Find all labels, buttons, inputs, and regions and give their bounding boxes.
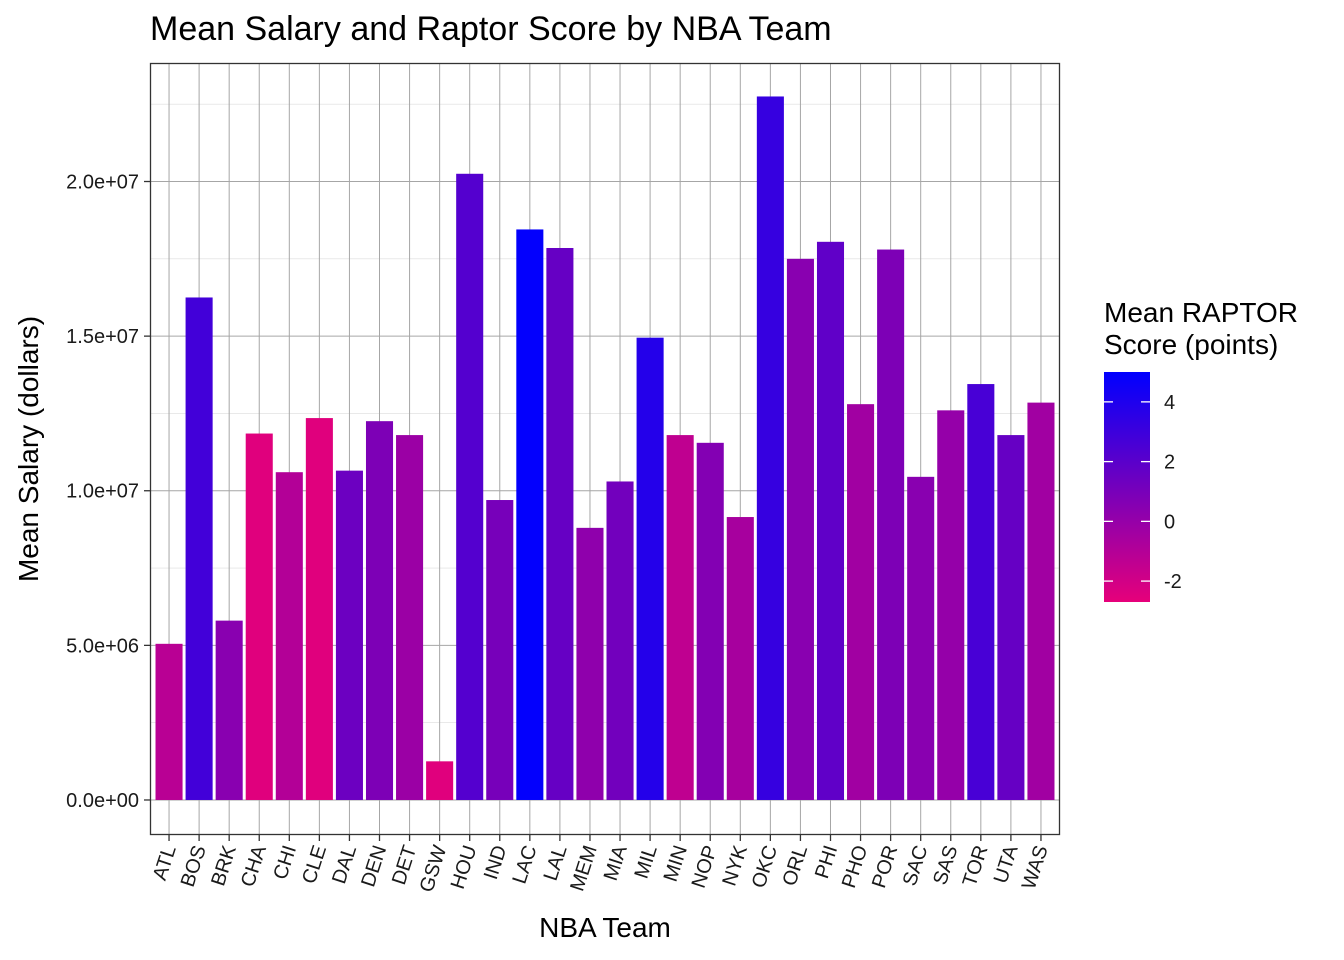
bar-phi <box>816 241 845 800</box>
bar-sac <box>907 476 935 800</box>
x-tick-label: CHA <box>237 842 271 890</box>
x-tick-label: HOU <box>447 843 482 892</box>
x-tick-label: MEM <box>566 843 601 894</box>
x-tick-label: LAC <box>509 843 542 887</box>
bar-chi <box>275 472 303 800</box>
bar-mil <box>636 337 664 800</box>
y-axis-title: Mean Salary (dollars) <box>13 316 44 582</box>
y-tick-label: 1.5e+07 <box>66 326 139 348</box>
x-tick-label: SAS <box>929 843 962 888</box>
chart-title: Mean Salary and Raptor Score by NBA Team <box>150 10 832 48</box>
x-tick-label: ORL <box>779 843 813 889</box>
legend-ticks: 4 2 0 -2 <box>1104 392 1182 593</box>
x-axis-title: NBA Team <box>539 912 671 943</box>
bar-min <box>666 435 694 800</box>
bar-hou <box>456 173 484 800</box>
bar-den <box>365 421 394 800</box>
bar-sas <box>937 410 965 800</box>
x-tick-label: MIN <box>660 843 692 885</box>
bar-det <box>396 435 424 800</box>
y-tick-label: 2.0e+07 <box>66 172 139 194</box>
bar-uta <box>997 435 1025 800</box>
legend-title-line-2: Score (points) <box>1104 329 1278 360</box>
x-tick-label: LAL <box>540 843 572 884</box>
y-tick-label: 0.0e+00 <box>66 790 139 812</box>
bar-cha <box>245 433 273 800</box>
bar-mia <box>606 481 634 800</box>
x-tick-label: NOP <box>688 843 722 891</box>
x-tick-label: GSW <box>416 843 452 895</box>
legend-tick-label: 0 <box>1164 511 1175 533</box>
x-tick-label: BRK <box>207 842 241 889</box>
x-tick-label: TOR <box>959 843 993 890</box>
x-axis: ATLBOSBRKCHACHICLEDALDENDETGSWHOUINDLACL… <box>149 834 1053 895</box>
bar-brk <box>215 620 243 800</box>
bar-atl <box>155 643 183 800</box>
bar-lac <box>516 229 544 800</box>
legend-tick-label: 2 <box>1164 452 1175 474</box>
x-tick-label: DEN <box>357 843 391 890</box>
panel-border <box>149 62 1061 836</box>
y-tick-label: 1.0e+07 <box>66 481 139 503</box>
y-tick-label: 5.0e+06 <box>66 635 139 657</box>
x-tick-label: OKC <box>748 843 782 891</box>
legend-tick-label: 4 <box>1164 392 1175 414</box>
bar-mem <box>576 527 604 800</box>
legend: Mean RAPTOR Score (points) 4 2 0 -2 <box>1104 297 1298 602</box>
bar-was <box>1027 402 1055 800</box>
x-tick-label: MIL <box>631 843 662 882</box>
bar-tor <box>967 384 995 800</box>
x-tick-label: IND <box>480 843 512 883</box>
bar-gsw <box>426 761 454 800</box>
bar-lal <box>546 247 574 800</box>
bar-pho <box>847 404 875 800</box>
x-tick-label: NYK <box>718 842 752 889</box>
x-tick-label: CHI <box>269 843 301 883</box>
x-tick-label: PHI <box>811 843 842 882</box>
x-tick-label: MIA <box>600 842 632 883</box>
x-tick-label: BOS <box>177 843 211 890</box>
x-tick-label: POR <box>868 843 902 891</box>
bar-por <box>877 249 905 800</box>
legend-title-line-1: Mean RAPTOR <box>1104 297 1298 328</box>
x-tick-label: DAL <box>328 843 361 887</box>
x-tick-label: UTA <box>990 842 1023 886</box>
bar-okc <box>756 96 784 800</box>
y-axis: 0.0e+00 5.0e+06 1.0e+07 1.5e+07 2.0e+07 <box>66 172 151 812</box>
bar-nop <box>696 442 724 800</box>
x-tick-label: CLE <box>298 843 331 887</box>
bar-nyk <box>726 517 754 800</box>
legend-tick-label: -2 <box>1164 571 1182 593</box>
bar-cle <box>305 418 333 800</box>
x-tick-label: SAC <box>899 843 933 889</box>
bar-layer <box>155 96 1055 800</box>
legend-colorbar <box>1104 372 1150 602</box>
bar-orl <box>786 258 814 800</box>
x-tick-label: DET <box>388 843 421 888</box>
bar-ind <box>486 500 514 800</box>
x-tick-label: ATL <box>149 843 181 883</box>
bar-dal <box>335 470 363 800</box>
bar-bos <box>185 297 213 800</box>
x-tick-label: WAS <box>1018 843 1053 892</box>
